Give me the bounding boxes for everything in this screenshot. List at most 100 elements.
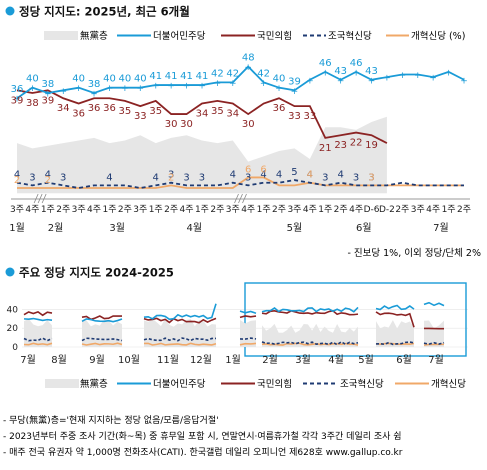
x-tick-label-6: 1주 <box>102 204 116 215</box>
rebuild-label-22: 3 <box>353 172 359 183</box>
month-label-0: 1월 <box>9 222 25 234</box>
x-tick-label-24: D-2 <box>379 205 395 215</box>
legend-label-0: 無黨층 <box>80 30 108 42</box>
democratic-label-2: 38 <box>41 79 54 90</box>
democratic-label-12: 41 <box>196 71 209 82</box>
x-tick-label-15: 4주 <box>241 204 255 215</box>
bottom-democratic-line-5 <box>376 305 414 309</box>
democratic-label-10: 41 <box>165 71 178 82</box>
democratic-label-15: 48 <box>242 53 255 64</box>
democratic-point-1: + <box>29 84 37 94</box>
democratic-point-28: + <box>445 68 453 78</box>
ppp-label-15: 30 <box>242 119 255 130</box>
legend-top: 無黨층 더불어민주당 국민의힘 조국혁신당 개혁신당 (%) <box>44 30 465 42</box>
rebuild-label-21: 4 <box>338 170 344 181</box>
democratic-point-10: + <box>167 82 175 92</box>
rebuild-label-1: 3 <box>29 172 35 183</box>
ppp-label-11: 30 <box>180 119 193 130</box>
ppp-label-14: 34 <box>226 109 239 120</box>
legend-bottom-swatch-nondaecheung <box>45 379 79 388</box>
bottom-month-label-9: 4월 <box>328 354 344 366</box>
democratic-point-4: + <box>75 84 83 94</box>
democratic-point-26: + <box>414 71 422 81</box>
bottom-reform-line-6 <box>424 344 444 345</box>
ppp-label-21: 23 <box>334 140 347 151</box>
x-tick-label-28: 1주 <box>442 204 456 215</box>
ppp-label-22: 22 <box>350 138 363 149</box>
reform-label-10: 2 <box>168 172 174 183</box>
bottom-nondaecheung-area-5 <box>376 320 414 347</box>
x-tick-label-22: 4주 <box>349 204 363 215</box>
bottom-ppp-line-3 <box>240 316 256 317</box>
bottom-ppp-line-4 <box>262 311 358 315</box>
footnote-2: - 2023년부터 주중 조사 기간(화~목) 중 휴무일 포함 시, 연말연시… <box>3 430 402 442</box>
democratic-label-13: 42 <box>211 68 224 79</box>
x-tick-label-7: 2주 <box>118 204 132 215</box>
rebuild-label-14: 4 <box>230 170 236 181</box>
legend-bottom-label-4: 개혁신당 <box>431 379 466 390</box>
bottom-democratic-line-2 <box>144 304 216 319</box>
x-tick-label-18: 3주 <box>287 204 301 215</box>
reform-label-16: 6 <box>260 164 266 175</box>
bottom-month-label-1: 8월 <box>51 354 67 366</box>
democratic-label-7: 40 <box>119 74 132 85</box>
x-tick-label-5: 4주 <box>87 204 101 215</box>
footnote-3: - 매주 전국 유권자 약 1,000명 전화조사(CATI). 한국갤럽 데일… <box>3 446 403 458</box>
democratic-point-8: + <box>137 84 145 94</box>
x-tick-label-2: 1주 <box>41 204 55 215</box>
ppp-label-17: 36 <box>273 103 286 114</box>
x-tick-label-10: 2주 <box>164 204 178 215</box>
x-tick-label-1: 4주 <box>25 204 39 215</box>
legend-bottom-label-0: 無黨층 <box>80 378 108 390</box>
democratic-point-24: + <box>383 74 391 84</box>
month-label-4: 5월 <box>287 222 303 234</box>
legend-bottom: 無黨층 더불어민주당 국민의힘 조국혁신당 개혁신당 <box>45 378 466 390</box>
bottom-month-label-0: 7월 <box>20 354 36 366</box>
x-tick-label-0: 3주 <box>10 204 24 215</box>
month-label-1: 2월 <box>48 222 64 234</box>
y-tick-label-2: 40 <box>7 305 19 315</box>
democratic-point-19: + <box>306 76 314 86</box>
democratic-label-16: 42 <box>257 68 270 79</box>
ppp-label-20: 21 <box>319 143 332 154</box>
ppp-label-19: 33 <box>303 111 316 122</box>
ppp-label-3: 34 <box>57 103 70 114</box>
y-tick-label-1: 20 <box>7 324 19 334</box>
x-tick-label-3: 2주 <box>56 204 70 215</box>
bottom-month-label-12: 7월 <box>428 354 444 366</box>
bottom-month-label-10: 5월 <box>358 354 374 366</box>
x-tick-label-21: 2주 <box>334 204 348 215</box>
x-tick-label-20: 1주 <box>318 204 332 215</box>
month-label-6: 7월 <box>433 222 449 234</box>
democratic-label-11: 41 <box>180 71 193 82</box>
democratic-point-7: + <box>121 84 129 94</box>
democratic-label-23: 43 <box>365 66 378 77</box>
reform-label-2: 2 <box>45 175 51 186</box>
rebuild-label-11: 3 <box>183 172 189 183</box>
democratic-point-13: + <box>214 79 222 89</box>
democratic-point-9: + <box>152 82 160 92</box>
democratic-label-1: 40 <box>26 74 39 85</box>
legend-bottom-label-3: 조국혁신당 <box>340 379 384 390</box>
bottom-nondaecheung-area-0 <box>24 319 52 347</box>
bottom-month-label-8: 3월 <box>295 354 311 366</box>
x-tick-label-27: 4주 <box>426 204 440 215</box>
x-tick-label-26: 3주 <box>411 204 425 215</box>
democratic-point-21: + <box>337 76 345 86</box>
bottom-month-label-2: 9월 <box>89 354 105 366</box>
reform-label-19: 4 <box>307 170 313 181</box>
legend-label-2: 국민의힘 <box>257 31 292 42</box>
ppp-label-0: 39 <box>11 95 24 106</box>
ppp-label-12: 34 <box>196 109 209 120</box>
bottom-nondaecheung-area-2 <box>144 319 216 347</box>
democratic-point-3: + <box>59 87 67 97</box>
top-chart-title: 정당 지지도: 2025년, 최근 6개월 <box>19 5 190 19</box>
rebuild-label-18: 5 <box>291 167 297 178</box>
democratic-label-17: 40 <box>273 74 286 85</box>
democratic-point-23: + <box>368 76 376 86</box>
democratic-point-14: + <box>229 79 237 89</box>
legend-bottom-label-1: 더불어민주당 <box>153 379 206 390</box>
